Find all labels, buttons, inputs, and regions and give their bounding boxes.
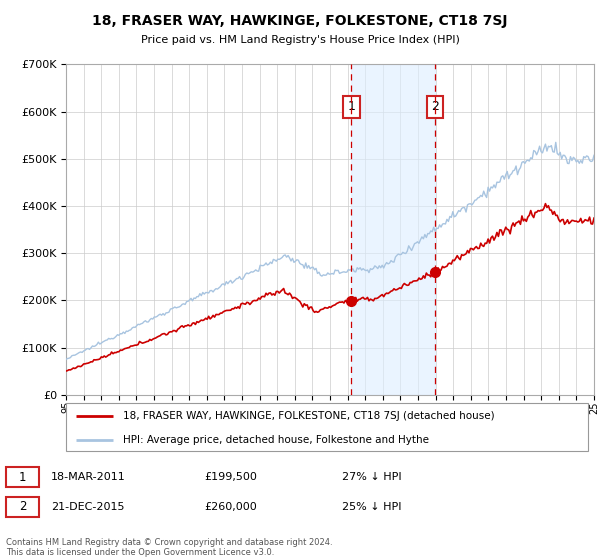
Text: Price paid vs. HM Land Registry's House Price Index (HPI): Price paid vs. HM Land Registry's House … — [140, 35, 460, 45]
Text: 18, FRASER WAY, HAWKINGE, FOLKESTONE, CT18 7SJ (detached house): 18, FRASER WAY, HAWKINGE, FOLKESTONE, CT… — [124, 411, 495, 421]
Text: 21-DEC-2015: 21-DEC-2015 — [51, 502, 125, 512]
FancyBboxPatch shape — [66, 403, 588, 451]
Text: 18-MAR-2011: 18-MAR-2011 — [51, 472, 126, 482]
Text: 27% ↓ HPI: 27% ↓ HPI — [342, 472, 401, 482]
Text: 18, FRASER WAY, HAWKINGE, FOLKESTONE, CT18 7SJ: 18, FRASER WAY, HAWKINGE, FOLKESTONE, CT… — [92, 14, 508, 28]
Text: 25% ↓ HPI: 25% ↓ HPI — [342, 502, 401, 512]
Text: £199,500: £199,500 — [204, 472, 257, 482]
Bar — [351, 64, 435, 395]
Text: Contains HM Land Registry data © Crown copyright and database right 2024.
This d: Contains HM Land Registry data © Crown c… — [6, 538, 332, 557]
Text: 2: 2 — [431, 100, 439, 113]
Text: 2: 2 — [19, 500, 26, 514]
Text: 1: 1 — [19, 470, 26, 484]
Text: £260,000: £260,000 — [204, 502, 257, 512]
Text: 1: 1 — [347, 100, 355, 113]
Text: HPI: Average price, detached house, Folkestone and Hythe: HPI: Average price, detached house, Folk… — [124, 435, 430, 445]
